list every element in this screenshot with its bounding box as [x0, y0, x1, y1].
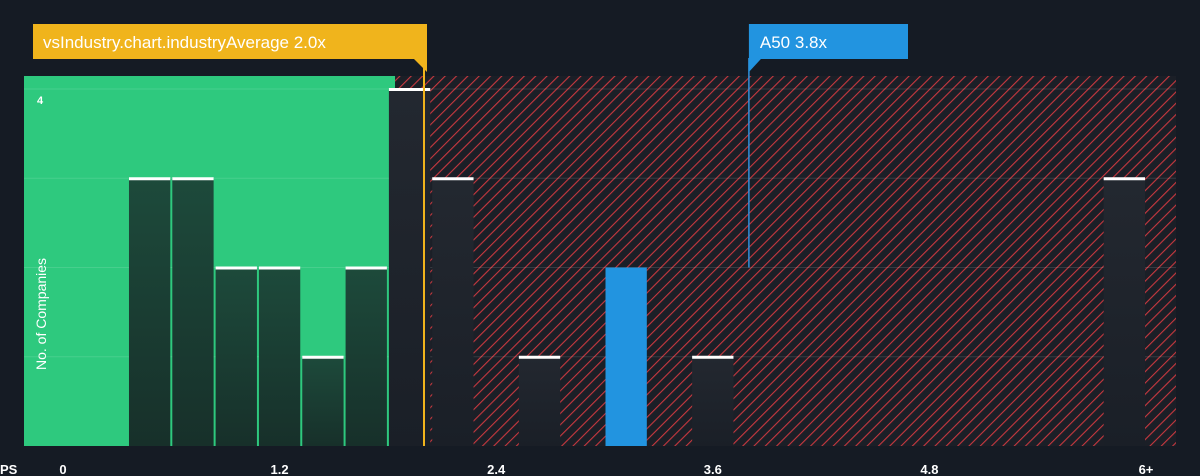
bar-top-cap — [692, 355, 734, 359]
bar-top-cap — [1103, 177, 1145, 181]
industry-average-callout — [33, 24, 427, 59]
histogram-bar — [302, 356, 344, 446]
x-tick-label: 1.2 — [271, 462, 289, 476]
histogram-bar — [215, 267, 257, 446]
x-tick-label: 2.4 — [487, 462, 506, 476]
industry-average-callout-pointer — [414, 59, 427, 72]
axes: PS No. of Companies 0 1.2 2.4 3.6 4.8 6+ 4 — [0, 95, 1154, 476]
histogram-bar — [172, 178, 214, 446]
bar-top-cap — [302, 355, 344, 359]
overvalued-zone — [395, 76, 1176, 446]
bar-top-cap — [345, 266, 387, 270]
histogram-bar — [345, 267, 387, 446]
bar-top-cap — [215, 266, 257, 270]
histogram-bar — [518, 356, 561, 446]
bar-top-cap — [258, 266, 301, 270]
marker-lines — [423, 58, 750, 446]
company-callout — [748, 24, 908, 59]
y-axis-label: No. of Companies — [33, 258, 49, 370]
histogram-bar — [128, 178, 171, 446]
industry-average-label: vsIndustry.chart.industryAverage 2.0x — [43, 33, 326, 52]
x-tick-label: 0 — [59, 462, 66, 476]
callouts: vsIndustry.chart.industryAverage 2.0x A50… — [33, 24, 908, 72]
histogram-bar — [258, 267, 301, 446]
bar-top-cap — [172, 177, 214, 181]
bar-top-cap — [518, 355, 561, 359]
histogram-bar — [605, 267, 647, 446]
histogram-bar — [1103, 178, 1145, 446]
x-axis-label: PS — [0, 462, 18, 476]
histogram-bars — [128, 88, 1145, 446]
company-label: A50 3.8x — [760, 33, 828, 52]
x-tick-label: 6+ — [1139, 462, 1154, 476]
bar-top-cap — [432, 177, 474, 181]
x-tick-label: 3.6 — [704, 462, 722, 476]
bar-top-cap — [128, 177, 171, 181]
company-callout-pointer — [748, 59, 761, 72]
bar-top-cap — [388, 88, 431, 91]
histogram-bar — [692, 356, 734, 446]
y-tick-label: 4 — [37, 95, 44, 107]
histogram-bar — [432, 178, 474, 446]
x-tick-label: 4.8 — [920, 462, 938, 476]
